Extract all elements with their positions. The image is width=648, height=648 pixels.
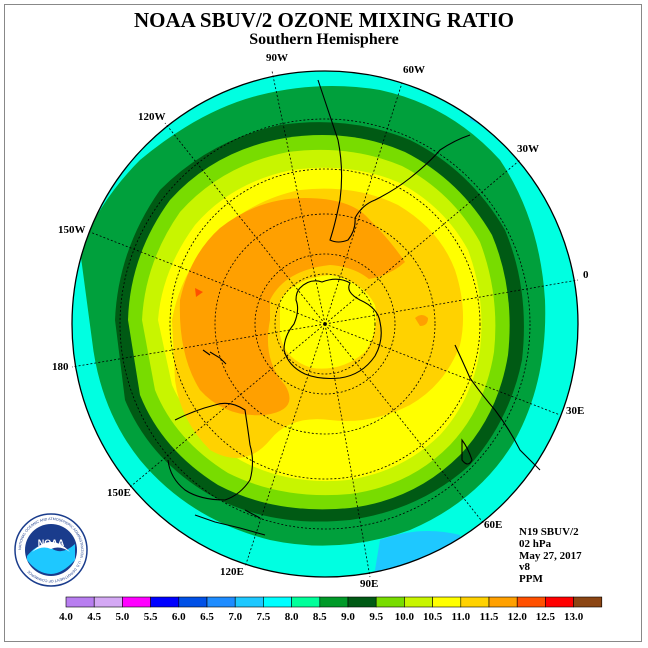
colorbar-swatch-15 <box>488 596 518 608</box>
meridian-120w <box>164 122 326 325</box>
colorbar-swatch-11 <box>375 596 405 608</box>
map-title: NOAA SBUV/2 OZONE MIXING RATIO <box>134 8 514 32</box>
colorbar-swatch-8 <box>291 596 321 608</box>
lon-label-60e: 60E <box>484 519 502 531</box>
lon-label-150w: 150W <box>58 224 86 236</box>
coastlines <box>167 79 541 536</box>
info-date: May 27, 2017 <box>519 549 582 562</box>
colorbar-tick-label-17: 12.5 <box>536 611 556 623</box>
colorbar-swatch-16 <box>516 596 546 608</box>
map-subtitle: Southern Hemisphere <box>249 31 399 48</box>
meridian-0 <box>324 279 579 325</box>
latitude-circle-4 <box>169 168 481 480</box>
colorbar-swatch-2 <box>122 596 151 608</box>
latitude-circle-1 <box>274 273 376 375</box>
coast-indonesia <box>194 509 266 536</box>
coast-australia <box>167 402 254 501</box>
longitude-labels: 90W 60W 30W 0 30E 60E 90E 120E 150E 180 … <box>52 52 589 590</box>
colorbar-swatch-0 <box>65 596 95 608</box>
colorbar-tick-label-10: 9.0 <box>341 611 355 623</box>
colorbar-tick-label-1: 4.5 <box>87 611 101 623</box>
colorbar: 4.0 4.5 5.0 5.5 6.0 6.5 7.0 7.5 8.0 8.5 9.0 9.5 10.0… <box>59 596 603 623</box>
colorbar-swatch-14 <box>460 596 490 608</box>
meridian-90e <box>324 323 371 578</box>
colorbar-tick-label-15: 11.5 <box>480 611 499 623</box>
info-version: v8 <box>519 561 530 574</box>
colorbar-swatch-12 <box>404 596 433 608</box>
ozone-field <box>72 71 578 577</box>
lon-label-90e: 90E <box>360 578 378 590</box>
colorbar-tick-label-6: 7.0 <box>228 611 242 623</box>
logo-bird <box>32 542 70 552</box>
colorbar-tick-label-4: 6.0 <box>172 611 186 623</box>
colorbar-tick-label-16: 12.0 <box>508 611 528 623</box>
figure-frame <box>4 4 642 642</box>
lon-label-120e: 120E <box>220 566 244 578</box>
colorbar-tick-label-7: 7.5 <box>257 611 271 623</box>
colorbar-tick-label-13: 10.5 <box>423 611 443 623</box>
lon-label-60w: 60W <box>403 64 425 76</box>
coast-new-zealand <box>202 349 227 365</box>
colorbar-swatch-7 <box>263 596 292 608</box>
colorbar-swatch-17 <box>545 596 574 608</box>
field-patch-east <box>415 315 428 326</box>
latitude-circle-5 <box>119 118 531 530</box>
colorbar-swatch-13 <box>432 596 462 608</box>
info-instrument: N19 SBUV/2 <box>519 526 579 538</box>
field-level-11-5 <box>179 198 405 416</box>
colorbar-swatch-4 <box>178 596 208 608</box>
colorbar-tick-label-18: 13.0 <box>564 611 584 623</box>
colorbar-tick-label-9: 8.5 <box>313 611 327 623</box>
colorbar-tick-label-5: 6.5 <box>200 611 214 623</box>
logo-wave <box>27 544 75 574</box>
meridian-30w <box>324 159 521 325</box>
field-level-12-0 <box>195 288 203 297</box>
coast-madagascar <box>461 438 473 465</box>
latitude-circle-2 <box>254 253 396 395</box>
colorbar-swatch-10 <box>347 596 377 608</box>
map-border <box>71 70 579 578</box>
lon-label-150e: 150E <box>107 487 131 499</box>
meridian-180 <box>71 323 326 368</box>
field-polar-core <box>280 275 377 369</box>
colorbar-tick-label-0: 4.0 <box>59 611 73 623</box>
noaa-logo: NOAA NATIONAL OCEANIC AND ATMOSPHERIC AD… <box>14 513 88 587</box>
colorbar-tick-label-3: 5.5 <box>144 611 158 623</box>
lon-label-0: 0 <box>583 269 589 281</box>
colorbar-swatch-3 <box>150 596 180 608</box>
graticule <box>71 70 579 578</box>
info-level: 02 hPa <box>519 537 552 550</box>
lon-label-90w: 90W <box>266 52 288 64</box>
field-patch-north <box>312 436 326 449</box>
lon-label-180: 180 <box>52 361 69 373</box>
colorbar-tick-label-14: 11.0 <box>451 611 470 623</box>
colorbar-swatch-9 <box>319 596 349 608</box>
colorbar-tick-label-2: 5.0 <box>116 611 130 623</box>
lon-label-120w: 120W <box>138 111 166 123</box>
latitude-circle-3 <box>214 213 436 435</box>
meridian-60e <box>324 323 486 526</box>
colorbar-swatch-1 <box>93 596 123 608</box>
colorbar-swatch-6 <box>234 596 264 608</box>
lon-label-30w: 30W <box>517 143 539 155</box>
colorbar-swatch-18 <box>573 596 603 608</box>
coast-antarctica <box>283 278 382 380</box>
colorbar-swatch-5 <box>206 596 236 608</box>
coast-south-america <box>317 79 471 243</box>
lon-label-30e: 30E <box>566 405 584 417</box>
info-units: PPM <box>519 573 543 586</box>
coast-africa <box>454 344 541 471</box>
info-block: N19 SBUV/2 02 hPa May 27, 2017 v8 PPM <box>519 526 582 586</box>
logo-text: NOAA <box>38 538 65 548</box>
colorbar-tick-label-12: 10.0 <box>395 611 415 623</box>
meridian-120e <box>244 323 326 568</box>
meridian-90w <box>271 70 326 325</box>
colorbar-tick-label-8: 8.0 <box>285 611 299 623</box>
colorbar-tick-label-11: 9.5 <box>369 611 383 623</box>
